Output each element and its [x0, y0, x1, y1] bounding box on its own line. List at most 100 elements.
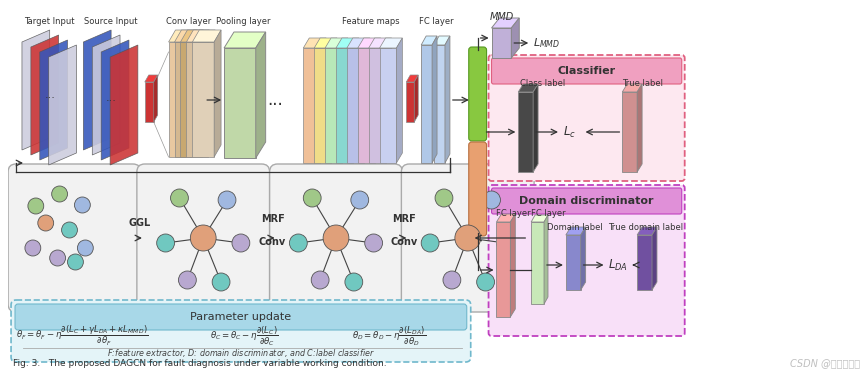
- Circle shape: [190, 225, 216, 251]
- Circle shape: [49, 250, 66, 266]
- Polygon shape: [40, 40, 67, 160]
- Polygon shape: [421, 36, 437, 45]
- Text: CSDN @咕咕咕不咕: CSDN @咕咕咕不咕: [790, 358, 860, 368]
- Text: FC layer: FC layer: [496, 209, 530, 218]
- Polygon shape: [256, 32, 266, 158]
- Polygon shape: [407, 75, 418, 82]
- Circle shape: [74, 197, 90, 213]
- Circle shape: [290, 234, 307, 252]
- Polygon shape: [336, 48, 353, 163]
- Polygon shape: [497, 214, 516, 222]
- Text: Domain discriminator: Domain discriminator: [519, 196, 654, 206]
- Circle shape: [178, 271, 196, 289]
- Polygon shape: [101, 40, 129, 160]
- Polygon shape: [434, 36, 450, 45]
- FancyBboxPatch shape: [137, 164, 270, 312]
- Polygon shape: [347, 38, 369, 48]
- Circle shape: [218, 191, 236, 209]
- Polygon shape: [169, 30, 197, 42]
- Text: Feature maps: Feature maps: [342, 17, 400, 26]
- Text: Parameter update: Parameter update: [190, 312, 292, 322]
- Polygon shape: [518, 84, 538, 92]
- Circle shape: [188, 102, 194, 108]
- Circle shape: [78, 240, 93, 256]
- Polygon shape: [358, 48, 375, 163]
- FancyBboxPatch shape: [11, 300, 471, 362]
- Polygon shape: [314, 48, 331, 163]
- Text: MMD: MMD: [490, 12, 514, 22]
- Polygon shape: [375, 38, 381, 163]
- Polygon shape: [414, 75, 418, 122]
- Polygon shape: [169, 42, 190, 157]
- Polygon shape: [186, 42, 208, 157]
- Polygon shape: [497, 222, 510, 317]
- Polygon shape: [531, 215, 548, 222]
- Text: $L_c$: $L_c$: [563, 124, 576, 139]
- Polygon shape: [192, 42, 215, 157]
- Polygon shape: [622, 92, 638, 172]
- Polygon shape: [224, 32, 266, 48]
- Polygon shape: [325, 48, 342, 163]
- Polygon shape: [304, 38, 326, 48]
- FancyBboxPatch shape: [491, 188, 682, 214]
- Polygon shape: [144, 82, 154, 122]
- Polygon shape: [144, 75, 157, 82]
- Polygon shape: [325, 38, 348, 48]
- Polygon shape: [48, 45, 76, 165]
- Polygon shape: [22, 30, 49, 150]
- Polygon shape: [396, 38, 402, 163]
- Polygon shape: [580, 227, 586, 290]
- Circle shape: [38, 215, 54, 231]
- Polygon shape: [566, 227, 586, 235]
- Polygon shape: [314, 38, 337, 48]
- Circle shape: [455, 225, 481, 251]
- FancyBboxPatch shape: [401, 164, 534, 312]
- Text: ...: ...: [44, 90, 55, 100]
- Polygon shape: [421, 45, 432, 163]
- Polygon shape: [518, 92, 533, 172]
- Polygon shape: [190, 30, 197, 157]
- Text: ...: ...: [267, 91, 284, 109]
- Text: ...: ...: [106, 93, 117, 103]
- Circle shape: [25, 240, 41, 256]
- Polygon shape: [380, 38, 402, 48]
- Circle shape: [311, 271, 329, 289]
- Circle shape: [483, 191, 501, 209]
- Polygon shape: [175, 30, 203, 42]
- Text: $L_{DA}$: $L_{DA}$: [608, 258, 628, 273]
- Text: True domain label: True domain label: [608, 223, 683, 232]
- Circle shape: [351, 191, 368, 209]
- Text: Domain label: Domain label: [547, 223, 603, 232]
- Text: $L_{MMD}$: $L_{MMD}$: [533, 36, 561, 50]
- Polygon shape: [304, 48, 320, 163]
- Circle shape: [212, 273, 230, 291]
- Polygon shape: [407, 82, 414, 122]
- Polygon shape: [336, 38, 359, 48]
- Text: $\theta_D = \theta_D - \eta\dfrac{\partial(L_{DA})}{\partial\theta_D}$: $\theta_D = \theta_D - \eta\dfrac{\parti…: [352, 324, 426, 348]
- Text: Conv layer: Conv layer: [166, 17, 211, 26]
- Polygon shape: [347, 48, 363, 163]
- FancyBboxPatch shape: [469, 47, 487, 141]
- Polygon shape: [83, 30, 111, 150]
- FancyBboxPatch shape: [15, 304, 467, 330]
- Circle shape: [497, 234, 515, 252]
- Circle shape: [304, 189, 321, 207]
- Polygon shape: [93, 35, 120, 155]
- Polygon shape: [432, 36, 437, 163]
- Text: MRF: MRF: [393, 214, 416, 224]
- Text: $F$:feature extractor, $D$: domain discriminator, and $C$:label classifier: $F$:feature extractor, $D$: domain discr…: [107, 347, 375, 359]
- FancyBboxPatch shape: [469, 142, 487, 236]
- Polygon shape: [342, 38, 348, 163]
- Polygon shape: [638, 227, 657, 235]
- Polygon shape: [380, 48, 396, 163]
- Polygon shape: [533, 84, 538, 172]
- Polygon shape: [353, 38, 359, 163]
- Polygon shape: [363, 38, 369, 163]
- Polygon shape: [638, 84, 642, 172]
- Circle shape: [232, 234, 250, 252]
- Circle shape: [157, 234, 175, 252]
- Polygon shape: [510, 214, 516, 317]
- Polygon shape: [196, 30, 203, 157]
- Circle shape: [170, 189, 189, 207]
- Polygon shape: [358, 38, 381, 48]
